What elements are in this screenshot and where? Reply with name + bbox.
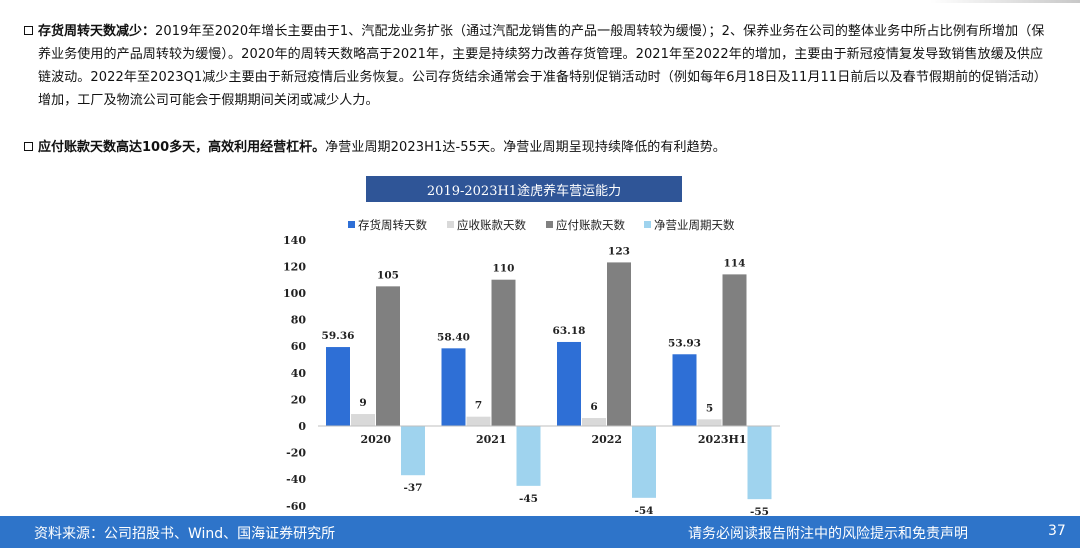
bar-4 — [632, 426, 656, 498]
bar-series — [326, 262, 772, 500]
disclaimer-link[interactable]: 请务必阅读报告附注中的风险提示和免责声明 — [688, 526, 968, 542]
chart-title: 2019-2023H1途虎养车营运能力 — [366, 176, 682, 202]
legend-label: 存货周转天数 — [358, 218, 427, 232]
data-label: 63.18 — [553, 325, 586, 337]
bar-3 — [607, 262, 631, 426]
data-label: 7 — [475, 400, 482, 412]
y-tick-label: 20 — [291, 393, 307, 406]
data-label: 58.40 — [437, 331, 470, 343]
bar-4 — [401, 426, 425, 476]
bar-2 — [466, 416, 491, 426]
bar-3 — [491, 279, 516, 426]
chart-legend: 存货周转天数 应收账款天数 应付账款天数 净营业周期天数 — [348, 218, 735, 232]
legend-swatch — [644, 221, 651, 228]
paragraph-text: 净营业周期2023H1达-55天。净营业周期呈现持续降低的有利趋势。 — [325, 140, 726, 155]
x-category-label: 2020 — [360, 433, 391, 446]
top-rule — [930, 0, 1080, 3]
data-label: 110 — [493, 263, 515, 275]
data-label: 123 — [608, 245, 630, 257]
data-label: 9 — [359, 397, 366, 409]
data-label: 105 — [377, 269, 399, 281]
paragraph-lead: 应付账款天数高达100多天，高效利用经营杠杆。 — [38, 140, 326, 155]
data-label: -45 — [519, 493, 538, 505]
y-tick-label: -40 — [286, 473, 306, 486]
bar-1 — [441, 348, 466, 426]
bar-2 — [697, 419, 722, 426]
x-category-label: 2022 — [591, 433, 622, 446]
bar-3 — [722, 274, 747, 426]
legend-swatch — [447, 221, 454, 228]
y-axis: 140 120 100 80 60 40 20 0 -20 -40 -60 — [283, 234, 306, 513]
bar-1 — [326, 347, 350, 426]
x-axis: 2020 2021 2022 2023H1 — [318, 425, 780, 446]
legend-label: 应付账款天数 — [556, 218, 625, 232]
data-label: -54 — [635, 505, 654, 516]
data-label: 53.93 — [668, 337, 701, 349]
data-label: 6 — [590, 401, 597, 413]
bar-1 — [557, 341, 581, 426]
y-tick-label: -60 — [286, 500, 306, 513]
x-category-label: 2021 — [476, 433, 507, 446]
data-label: 59.36 — [322, 330, 355, 342]
y-tick-label: -20 — [286, 447, 306, 460]
source-note: 资料来源：公司招股书、Wind、国海证券研究所 — [34, 526, 336, 542]
square-bullet-icon — [24, 26, 33, 35]
x-category-label: 2023H1 — [698, 433, 747, 446]
paragraph-lead: 存货周转天数减少： — [38, 24, 156, 39]
data-label: -55 — [750, 506, 769, 516]
data-label: 114 — [724, 257, 746, 269]
paragraph-text: 2019年至2020年增长主要由于1、汽配龙业务扩张（通过汽配龙销售的产品一般周… — [38, 24, 1047, 108]
paragraph-payables: 应付账款天数高达100多天，高效利用经营杠杆。净营业周期2023H1达-55天。… — [24, 136, 1048, 159]
paragraph-inventory: 存货周转天数减少：2019年至2020年增长主要由于1、汽配龙业务扩张（通过汽配… — [24, 20, 1048, 112]
footer-bar: 资料来源：公司招股书、Wind、国海证券研究所 请务必阅读报告附注中的风险提示和… — [0, 516, 1080, 548]
y-tick-label: 140 — [283, 234, 306, 247]
y-tick-label: 40 — [291, 367, 307, 380]
bar-2 — [582, 418, 606, 426]
page-number: 37 — [1048, 523, 1066, 539]
y-tick-label: 80 — [291, 314, 307, 327]
y-tick-label: 60 — [291, 340, 307, 353]
bar-3 — [376, 286, 400, 426]
legend-swatch — [546, 221, 553, 228]
data-label: -37 — [404, 482, 423, 494]
data-label: 5 — [706, 402, 713, 414]
operating-capacity-chart: 存货周转天数 应收账款天数 应付账款天数 净营业周期天数 14012010080604… — [283, 218, 780, 516]
bar-2 — [351, 414, 375, 426]
bar-4 — [747, 426, 772, 500]
data-labels: 59.36 9 105 -37 58.40 7 110 -45 63.18 6 123 -54 53.9… — [322, 245, 769, 516]
square-bullet-icon — [24, 142, 33, 151]
bar-4 — [516, 426, 541, 486]
legend-label: 净营业周期天数 — [654, 218, 735, 232]
y-tick-label: 120 — [283, 260, 306, 273]
legend-label: 应收账款天数 — [457, 218, 526, 232]
y-tick-label: 0 — [298, 420, 306, 433]
legend-swatch — [348, 221, 355, 228]
y-tick-label: 100 — [283, 287, 306, 300]
bar-1 — [672, 354, 697, 426]
